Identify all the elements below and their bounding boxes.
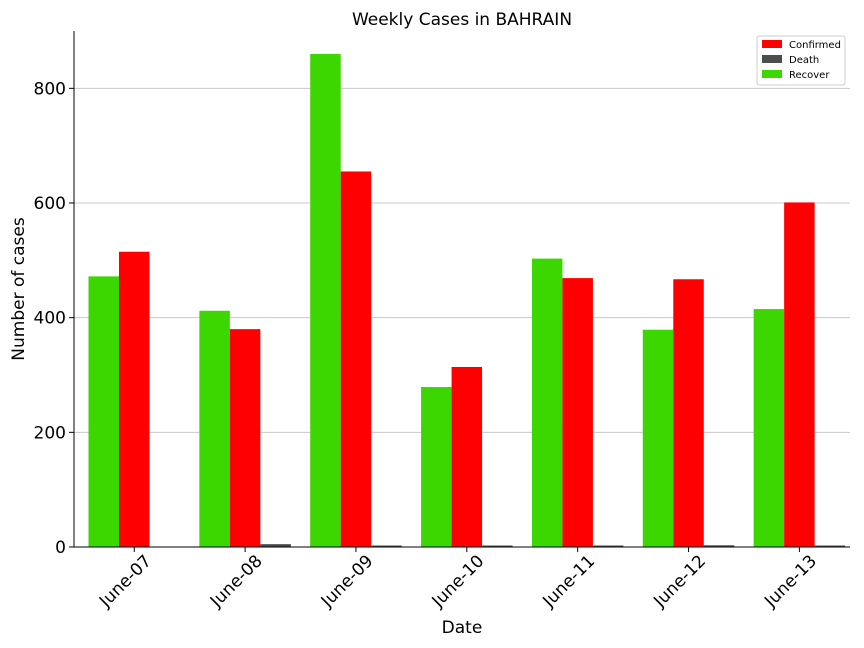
bars (88, 53, 846, 547)
bar-death-june-12 (703, 545, 735, 547)
legend-swatch-death (762, 55, 782, 63)
bar-confirmed-june-09 (340, 171, 372, 547)
bar-recover-june-09 (310, 53, 341, 547)
bar-confirmed-june-08 (229, 329, 261, 547)
bar-confirmed-june-12 (673, 279, 704, 547)
bar-recover-june-13 (753, 309, 785, 547)
y-tick-label: 400 (34, 309, 66, 329)
x-tick-label: June-09 (317, 551, 378, 612)
y-tick-label: 0 (55, 538, 66, 558)
x-axis-label: Date (442, 618, 483, 638)
x-tick-label: June-11 (539, 551, 600, 612)
x-tick-label: June-07 (95, 551, 156, 612)
y-tick-label: 600 (34, 194, 66, 214)
bar-recover-june-11 (531, 258, 563, 547)
bar-confirmed-june-11 (562, 278, 593, 547)
bar-confirmed-june-13 (784, 202, 815, 547)
bar-recover-june-08 (199, 310, 230, 547)
legend-label-recover: Recover (789, 70, 830, 81)
bar-recover-june-07 (88, 276, 119, 547)
bar-confirmed-june-07 (119, 251, 150, 547)
bar-death-june-13 (814, 545, 846, 547)
x-ticks: June-07 June-08 June-09 June-10 June-11 June-… (95, 547, 821, 612)
bar-recover-june-12 (642, 329, 674, 547)
x-tick-label: June-08 (206, 551, 267, 612)
legend-swatch-recover (762, 70, 782, 78)
legend-swatch-confirmed (762, 40, 782, 48)
x-tick-label: June-10 (428, 551, 489, 612)
bar-death-june-08 (260, 544, 291, 547)
bar-death-june-11 (592, 545, 624, 547)
legend-label-confirmed: Confirmed (789, 40, 841, 51)
y-tick-label: 800 (34, 79, 66, 99)
bar-confirmed-june-10 (451, 366, 483, 547)
bar-death-june-09 (371, 545, 402, 547)
x-tick-label: June-12 (649, 551, 710, 612)
legend: Confirmed Death Recover (756, 35, 846, 86)
y-ticks: 0 200 400 600 800 (34, 79, 74, 558)
bar-recover-june-10 (421, 387, 452, 547)
legend-label-death: Death (789, 55, 819, 66)
y-axis-label: Number of cases (9, 217, 29, 361)
x-tick-label: June-13 (760, 551, 821, 612)
chart-title: Weekly Cases in BAHRAIN (352, 10, 572, 30)
y-tick-label: 200 (34, 423, 66, 443)
bar-death-june-10 (482, 545, 513, 547)
